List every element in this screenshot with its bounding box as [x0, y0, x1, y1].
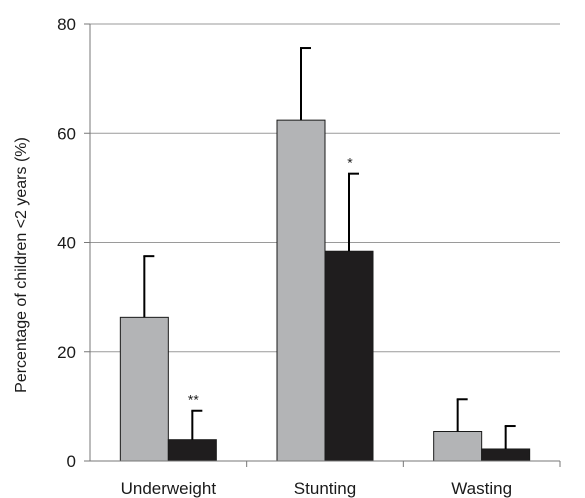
y-tick-label: 40 [57, 234, 76, 253]
error-bars [143, 47, 516, 449]
y-tick-label: 0 [67, 452, 76, 471]
bar-wasting-1 [433, 431, 483, 462]
bar-stunting-2 [324, 250, 374, 462]
x-category-label: Wasting [451, 479, 512, 498]
x-category-labels: Underweight Stunting Wasting [121, 479, 512, 498]
bars [119, 119, 531, 462]
bar-underweight-1 [119, 316, 169, 462]
annotations: *** [188, 155, 353, 408]
significance-marker: * [347, 155, 353, 171]
bar-wasting-2 [481, 448, 531, 462]
y-tick-label: 20 [57, 343, 76, 362]
bar-stunting-1 [276, 119, 326, 462]
x-category-label: Stunting [294, 479, 356, 498]
y-tick-label: 80 [57, 15, 76, 34]
y-axis-title: Percentage of children <2 years (%) [13, 137, 30, 393]
bar-underweight-2 [167, 439, 217, 462]
y-tick-labels: 0 20 40 60 80 [57, 15, 76, 471]
axes [84, 23, 561, 467]
significance-marker: ** [188, 392, 199, 408]
y-tick-label: 60 [57, 124, 76, 143]
x-category-label: Underweight [121, 479, 217, 498]
